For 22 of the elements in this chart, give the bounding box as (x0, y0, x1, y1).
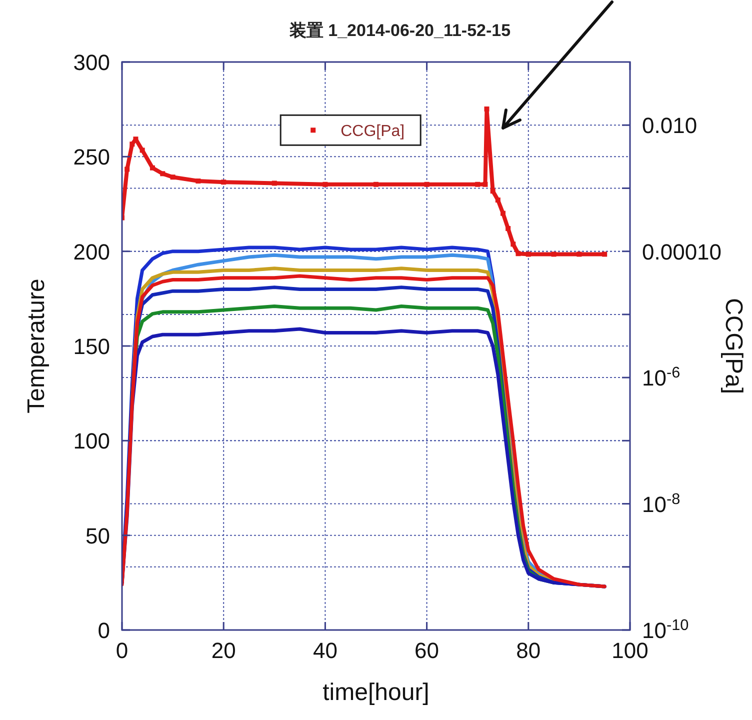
y-tick-label: 150 (73, 334, 110, 359)
legend: CCG[Pa] (280, 114, 422, 146)
y-tick-label: 200 (73, 239, 110, 264)
y2-tick-label: 10$^{-6}$ (642, 364, 680, 391)
y-tick-label: 50 (86, 523, 110, 548)
x-tick-label: 20 (211, 638, 236, 663)
legend-label: CCG[Pa] (340, 123, 405, 140)
y-tick-label: 0 (98, 618, 110, 643)
x-tick-label: 0 (116, 638, 128, 663)
x-axis-title: time[hour] (322, 679, 430, 706)
y2-tick-label: 0.010 (642, 113, 698, 138)
x-tick-label: 60 (414, 638, 440, 663)
chart-title: 装置 1_2014-06-20_11-52-15 (288, 21, 511, 40)
y-axis-title: Temperature (23, 278, 50, 414)
y-tick-label: 250 (73, 144, 110, 170)
y2-axis-title: CCG[Pa] (720, 298, 747, 394)
y-tick-label: 100 (73, 428, 110, 454)
x-tick-label: 40 (312, 638, 338, 663)
y-tick-label: 300 (73, 50, 110, 75)
y2-tick-label: 10$^{-8}$ (642, 490, 680, 517)
y2-tick-label: 0.00010 (642, 239, 722, 264)
x-tick-label: 80 (516, 638, 541, 663)
